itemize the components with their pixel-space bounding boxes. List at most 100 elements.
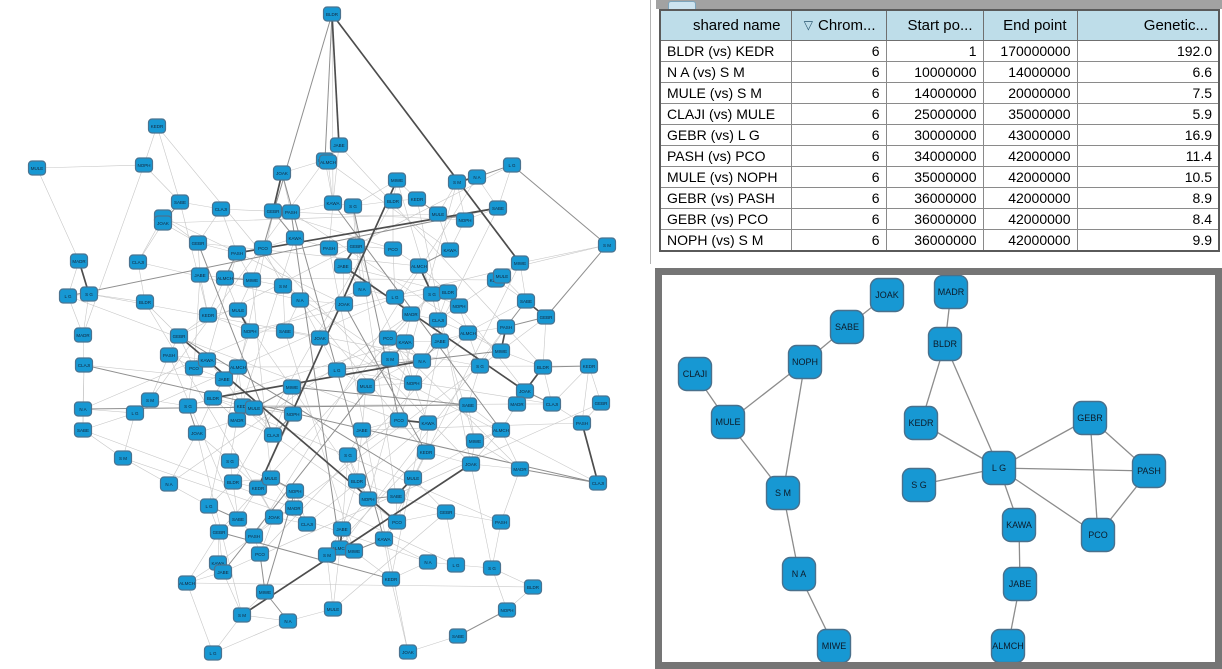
network-edge[interactable] [326,554,334,610]
network-node[interactable]: JABE [190,267,210,283]
network-node[interactable]: S G [338,447,358,463]
subnetwork-edge-GEBR-PCO[interactable] [1089,417,1099,536]
network-node[interactable]: L G [125,405,145,421]
network-edge[interactable] [222,402,602,573]
network-node[interactable]: S M [232,607,252,623]
table-cell[interactable]: 20000000 [982,82,1078,104]
network-node[interactable]: GEBR [188,235,208,251]
table-cell[interactable]: 30000000 [885,124,984,146]
network-node[interactable]: PASH [319,240,339,256]
network-node[interactable]: BLDR [223,474,243,490]
network-edge[interactable] [67,207,499,297]
network-node[interactable]: KAWA [374,531,394,547]
overview-network-panel[interactable]: BLDRKEDRMULENOPHSABEJOAKMADRCLAJIGEBRPAS… [0,0,652,669]
network-node[interactable]: S M [447,174,467,190]
network-edge[interactable] [208,172,283,507]
subnetwork-node-MIWE[interactable]: MIWE [816,628,852,663]
network-node[interactable]: NOPH [455,212,475,228]
network-edge[interactable] [88,293,146,303]
column-header-genetic-[interactable]: Genetic... [1076,9,1220,41]
network-node[interactable]: CLAJI [428,312,448,328]
network-node[interactable]: MULE [492,268,512,284]
network-edge[interactable] [542,316,547,368]
network-edge[interactable] [319,337,599,484]
network-edge[interactable] [412,429,502,479]
column-header-start-po-[interactable]: Start po... [885,9,984,41]
table-row[interactable]: GEBR (vs) L G 6 30000000 43000000 16.9 [659,124,1220,146]
network-edge[interactable] [284,330,355,552]
network-edge[interactable] [343,303,427,453]
network-node[interactable]: CLAJI [263,427,283,443]
network-node[interactable]: NOPH [283,406,303,422]
network-node[interactable]: JABE [329,137,349,153]
network-node[interactable]: CLAJI [128,254,148,270]
network-node[interactable]: KEDR [198,307,218,323]
network-node[interactable]: ALMCH [215,270,235,286]
network-node[interactable]: PASH [227,245,247,261]
network-node[interactable]: S M [597,237,617,253]
network-node[interactable]: MIWE [387,172,407,188]
network-edge[interactable] [82,404,469,410]
network-edge[interactable] [168,313,412,485]
subnetwork-edge-BLDR-LG[interactable] [944,343,1000,469]
network-edge[interactable] [324,13,333,161]
network-node[interactable]: PCO [383,241,403,257]
network-edge[interactable] [445,511,457,566]
network-node[interactable]: JABE [333,258,353,274]
network-node[interactable]: L G [385,289,405,305]
network-node[interactable]: S G [422,286,442,302]
table-cell[interactable]: 16.9 [1076,124,1220,146]
table-cell[interactable]: 34000000 [885,145,984,167]
network-edge[interactable] [186,531,220,584]
network-node[interactable]: S M [273,278,293,294]
network-edge[interactable] [331,13,340,146]
network-node[interactable]: S M [380,351,400,367]
network-node[interactable]: JOAK [310,330,330,346]
network-edge[interactable] [392,248,396,298]
table-cell[interactable]: 10.5 [1076,166,1220,188]
network-node[interactable]: JOAK [187,425,207,441]
column-header-chrom-[interactable]: ▽ Chrom... [790,9,887,41]
network-node[interactable]: N A [290,292,310,308]
network-node[interactable]: KAWA [418,415,438,431]
network-edge[interactable] [332,511,447,610]
table-cell[interactable]: 43000000 [982,124,1078,146]
network-node[interactable]: N A [73,401,93,417]
cell-shared-name[interactable]: CLAJI (vs) MULE [659,103,792,125]
network-node[interactable]: ALMCH [318,154,338,170]
network-node[interactable]: MULE [244,400,264,416]
network-node[interactable]: GEBR [169,328,189,344]
network-node[interactable]: S M [317,547,337,563]
network-node[interactable]: BLDR [347,473,367,489]
network-edge[interactable] [212,360,423,399]
network-node[interactable]: S M [113,450,133,466]
network-node[interactable]: KAWA [197,352,217,368]
network-node[interactable]: MULE [428,206,448,222]
table-cell[interactable]: 8.4 [1076,208,1220,230]
network-edge[interactable] [251,279,272,479]
network-node[interactable]: SABE [516,293,536,309]
network-node[interactable]: KAWA [440,242,460,258]
network-node[interactable]: NOPH [497,602,517,618]
network-edge[interactable] [545,244,608,318]
network-edge[interactable] [236,207,499,254]
network-edge[interactable] [193,274,201,369]
table-row[interactable]: MULE (vs) NOPH 6 35000000 42000000 10.5 [659,166,1220,188]
network-node[interactable]: KAWA [395,334,415,350]
subnetwork-node-NOPH[interactable]: NOPH [787,344,823,380]
table-cell[interactable]: 42000000 [982,187,1078,209]
network-edge[interactable] [36,167,80,262]
network-edge[interactable] [331,13,334,204]
table-row[interactable]: N A (vs) S M 6 10000000 14000000 6.6 [659,61,1220,83]
network-node[interactable]: L G [502,157,522,173]
network-node[interactable]: JABE [214,371,234,387]
subnetwork-edge-NOPH-SM[interactable] [782,361,806,494]
network-node[interactable]: MIWE [510,255,530,271]
network-node[interactable]: BLDR [322,6,342,22]
table-row[interactable]: CLAJI (vs) MULE 6 25000000 35000000 5.9 [659,103,1220,125]
network-node[interactable]: SABE [73,422,93,438]
table-cell[interactable]: 5.9 [1076,103,1220,125]
subnetwork-node-ALMCH[interactable]: ALMCH [990,628,1026,663]
table-cell[interactable]: 6 [790,124,887,146]
network-edge[interactable] [519,468,599,484]
